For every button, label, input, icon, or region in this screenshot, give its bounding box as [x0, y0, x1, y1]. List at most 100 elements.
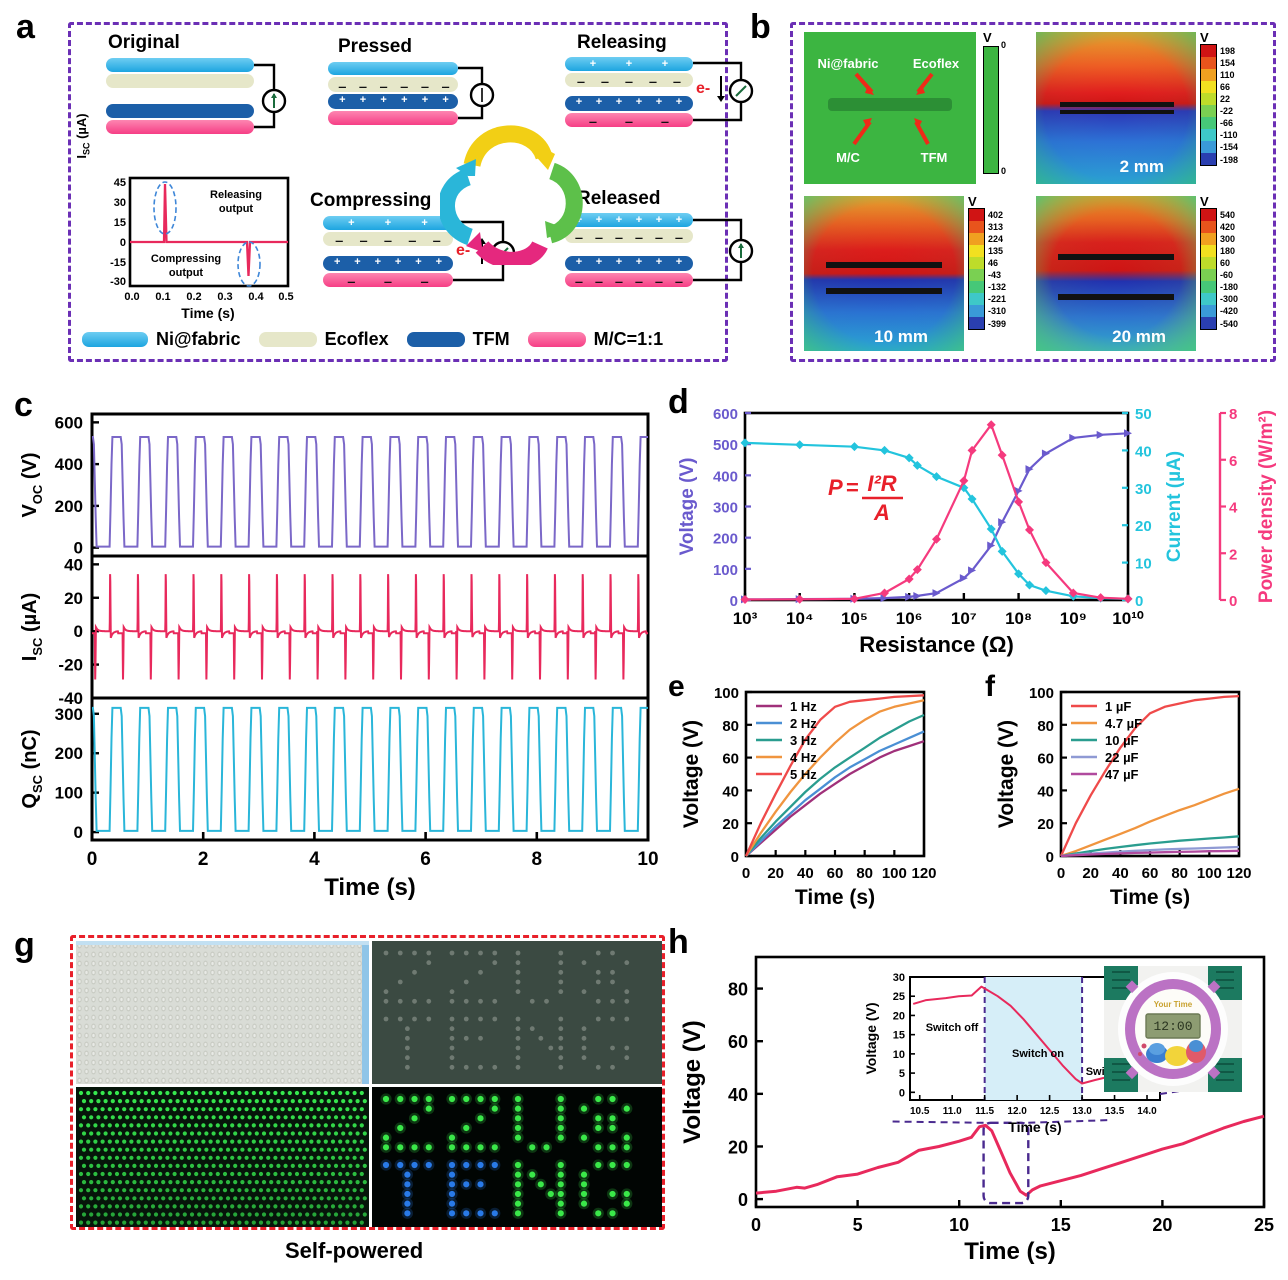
sim-label-ecoflex: Ecoflex [913, 56, 960, 71]
layer-mc [106, 120, 254, 134]
svg-text:60: 60 [1037, 751, 1054, 768]
svg-text:500: 500 [713, 437, 738, 454]
svg-text:P: P [828, 475, 843, 500]
panel-b-letter: b [750, 8, 771, 46]
layer-nifabric [106, 58, 254, 72]
svg-text:4: 4 [309, 849, 320, 870]
svg-text:12:00: 12:00 [1153, 1019, 1192, 1034]
legend-swatch-mc [527, 331, 586, 347]
sim-label-tfm: TFM [921, 150, 948, 165]
svg-text:0: 0 [120, 237, 126, 249]
panel-a-legend: Ni@fabric Ecoflex TFM M/C=1:1 [82, 326, 722, 352]
svg-text:300: 300 [55, 705, 83, 724]
layer-tfm [106, 104, 254, 118]
svg-text:20: 20 [728, 1137, 748, 1157]
svg-text:20: 20 [893, 1010, 905, 1022]
svg-text:5: 5 [899, 1068, 905, 1080]
svg-text:100: 100 [882, 865, 907, 882]
svg-text:2: 2 [198, 849, 209, 870]
svg-text:100: 100 [55, 784, 83, 803]
charge-row-negative-2: ‒ ‒ ‒ ‒ ‒ ‒ [575, 274, 683, 289]
svg-text:15: 15 [1051, 1215, 1071, 1235]
colorbar-tick: 420 [1200, 221, 1238, 233]
svg-text:1 Hz: 1 Hz [790, 699, 817, 714]
svg-text:10: 10 [1135, 556, 1152, 573]
svg-text:40: 40 [728, 1085, 748, 1105]
layer-nifabric [565, 57, 693, 71]
layer-tfm [565, 256, 693, 271]
svg-text:600: 600 [713, 406, 738, 423]
svg-text:A: A [873, 500, 890, 525]
svg-text:10⁸: 10⁸ [1005, 609, 1032, 628]
svg-text:40: 40 [1037, 783, 1054, 800]
svg-text:0: 0 [899, 1087, 905, 1099]
svg-text:Releasing: Releasing [210, 189, 262, 201]
svg-text:output: output [219, 203, 254, 215]
svg-text:Current (µA): Current (µA) [1164, 451, 1185, 562]
legend-label-tfm: TFM [472, 328, 510, 349]
colorbar-tick: 180 [1200, 245, 1238, 257]
svg-text:4 Hz: 4 Hz [790, 750, 817, 765]
svg-text:0.1: 0.1 [155, 291, 170, 303]
svg-text:11.0: 11.0 [943, 1106, 962, 1117]
svg-text:0.5: 0.5 [278, 291, 293, 303]
sim-label-mc: M/C [836, 150, 860, 165]
svg-text:45: 45 [114, 177, 126, 189]
layer-tfm [565, 96, 693, 111]
svg-text:Time (s): Time (s) [1008, 1119, 1061, 1135]
photo-fabric-on [76, 1087, 369, 1227]
svg-text:1 µF: 1 µF [1105, 699, 1131, 714]
state-original-label: Original [108, 32, 180, 53]
colorbar-tick: -43 [968, 269, 1006, 281]
sim-caption-2mm: 2 mm [1120, 157, 1164, 176]
svg-text:I²R: I²R [867, 471, 896, 496]
svg-text:0: 0 [87, 849, 98, 870]
svg-text:Voltage (V): Voltage (V) [679, 1020, 706, 1144]
svg-text:15: 15 [893, 1030, 905, 1042]
panel-g-caption: Self-powered [285, 1238, 424, 1263]
colorbar-tick: 540 [1200, 208, 1238, 221]
svg-text:2 Hz: 2 Hz [790, 716, 817, 731]
svg-text:200: 200 [55, 497, 83, 516]
svg-text:Switch on: Switch on [1012, 1048, 1064, 1060]
svg-text:output: output [169, 267, 204, 279]
svg-text:10¹⁰: 10¹⁰ [1112, 609, 1144, 628]
svg-text:QSC (nC): QSC (nC) [19, 729, 45, 808]
panel-f-chart: 0 20 40 60 80 100 0 20 40 60 80 100 120 Time (s) Volta… [975, 678, 1288, 928]
svg-text:40: 40 [1112, 865, 1129, 882]
svg-text:40: 40 [1135, 443, 1152, 460]
charge-row-negative: ‒ ‒ ‒ ‒ ‒ ‒ [338, 79, 450, 94]
svg-text:3 Hz: 3 Hz [790, 733, 817, 748]
panel-d-letter: d [668, 383, 689, 421]
layer-nifabric [328, 62, 458, 75]
colorbar-tick: 66 [1200, 81, 1238, 93]
svg-text:VOC (V): VOC (V) [19, 452, 45, 517]
panel-g-border [70, 935, 665, 1230]
colorbar-tick: 313 [968, 221, 1006, 233]
svg-text:20: 20 [767, 865, 784, 882]
layer-mc [328, 111, 458, 125]
svg-text:0: 0 [738, 1190, 748, 1210]
layer-mc [323, 273, 453, 287]
svg-text:2: 2 [1229, 546, 1237, 563]
layer-ecoflex [106, 74, 254, 88]
svg-text:Time (s): Time (s) [324, 874, 416, 901]
svg-text:10⁴: 10⁴ [786, 609, 813, 628]
panel-b-border [790, 22, 1276, 362]
panel-d-chart: 0 100 200 300 400 500 600 Voltage (V) 0 10 20 30 40 5… [660, 395, 1288, 680]
legend-label-ecoflex: Ecoflex [324, 328, 389, 349]
cb0-bottom: 0 [1001, 166, 1007, 176]
svg-text:14.0: 14.0 [1137, 1106, 1157, 1117]
charge-row-positive-2: + + + + + + [575, 256, 683, 268]
colorbar-tick: 154 [1200, 57, 1238, 69]
svg-text:80: 80 [856, 865, 873, 882]
panel-c-letter: c [14, 386, 33, 424]
svg-text:=: = [846, 475, 859, 500]
svg-text:80: 80 [722, 718, 739, 735]
svg-text:400: 400 [55, 455, 83, 474]
svg-text:20: 20 [64, 589, 83, 608]
layer-ecoflex [323, 232, 453, 246]
charge-row-positive-2: + + + + + + [333, 256, 443, 268]
svg-text:Time (s): Time (s) [1110, 886, 1190, 909]
svg-text:30: 30 [893, 972, 905, 984]
